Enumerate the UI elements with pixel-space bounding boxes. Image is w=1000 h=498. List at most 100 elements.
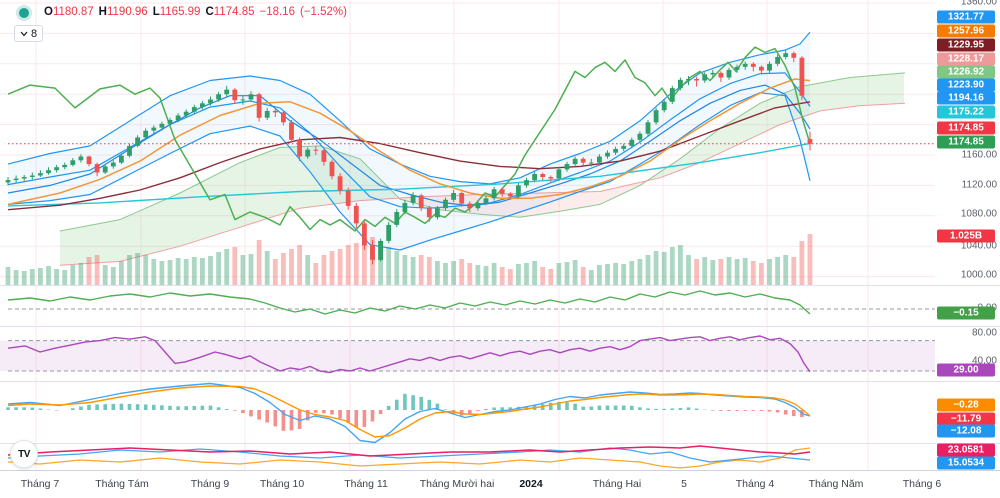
macd-histogram-bar [346, 410, 350, 423]
volume-bar [588, 270, 594, 285]
macd-histogram-bar [200, 405, 205, 410]
source-status-dot[interactable] [19, 8, 29, 18]
candle-body [459, 193, 465, 204]
volume-bar [353, 243, 359, 285]
price-tick-label: 1000.00 [960, 269, 997, 281]
high-value: 1190.96 [106, 6, 148, 18]
candle-body [281, 112, 286, 123]
indicators-collapse-chip[interactable]: 8 [14, 25, 44, 42]
macd-histogram-bar [630, 405, 634, 410]
volume-bar [386, 247, 392, 285]
price-badge: 1321.77 [937, 10, 995, 24]
candle-body [159, 123, 165, 128]
price-badge: −11.79 [937, 412, 995, 426]
candle-body [297, 139, 302, 157]
volume-bar [62, 270, 68, 285]
candle-body [613, 148, 618, 153]
main-chart-canvas[interactable] [0, 0, 1000, 471]
macd-histogram-bar [403, 393, 407, 410]
volume-bar [718, 259, 724, 285]
candle-body [791, 53, 797, 58]
volume-bar [507, 269, 513, 285]
chevron-down-icon [20, 31, 28, 36]
ichimoku-cloud [400, 181, 644, 218]
macd-histogram-bar [168, 405, 172, 410]
volume-bar [475, 265, 481, 285]
macd-histogram-bar [71, 408, 75, 410]
bollinger-fill [8, 32, 810, 250]
volume-bar [516, 264, 521, 285]
candle-body [710, 72, 716, 75]
candle-body [443, 199, 448, 209]
ohlc-legend: O1180.87 H1190.96 L1165.99 C1174.85 −18.… [44, 6, 347, 18]
macd-histogram-bar [589, 406, 594, 410]
candle-body [46, 170, 51, 174]
candle-body [572, 158, 578, 165]
macd-histogram-bar [30, 407, 35, 410]
macd-histogram-bar [743, 410, 747, 411]
macd-histogram-bar [192, 406, 197, 410]
candle-body [475, 202, 481, 209]
macd-histogram-bar [54, 410, 59, 411]
candle-body [29, 175, 35, 177]
volume-bar [443, 263, 448, 285]
volume-bar [224, 249, 230, 285]
volume-bar [248, 254, 254, 285]
time-axis-label: 2024 [519, 478, 543, 490]
macd-histogram-bar [759, 410, 764, 411]
volume-bar [297, 245, 302, 285]
macd-histogram-bar [38, 408, 43, 410]
candle-body [70, 160, 76, 165]
macd-histogram-bar [678, 407, 683, 410]
candle-body [629, 139, 635, 146]
volume-bar [402, 255, 408, 285]
macd-histogram-bar [694, 408, 699, 410]
candle-body [540, 174, 546, 177]
macd-histogram-bar [573, 403, 577, 410]
volume-bar [613, 263, 618, 285]
macd-histogram-bar [427, 399, 432, 410]
volume-bar [151, 259, 157, 285]
macd-histogram-bar [257, 410, 261, 420]
time-axis-label: Tháng 9 [190, 478, 230, 490]
candle-body [750, 63, 756, 67]
macd-histogram-bar [6, 407, 10, 410]
candle-body [386, 224, 392, 241]
candle-body [378, 240, 383, 260]
volume-bar [119, 261, 124, 285]
volume-bar [345, 245, 351, 285]
candle-body [718, 72, 724, 78]
candle-body [516, 185, 521, 196]
price-badge: 1229.95 [937, 38, 995, 52]
macd-histogram-bar [314, 410, 318, 413]
volume-bar [135, 253, 140, 285]
candle-body [143, 130, 149, 138]
macd-histogram-bar [362, 410, 367, 427]
macd-histogram-bar [719, 410, 723, 411]
volume-bar [329, 251, 335, 285]
macd-histogram-bar [751, 410, 756, 411]
candle-body [402, 202, 408, 212]
volume-bar [143, 255, 149, 285]
time-axis-label: Tháng Năm [808, 478, 864, 490]
macd-histogram-bar [87, 404, 91, 410]
volume-bar [734, 259, 740, 285]
macd-histogram-bar [654, 408, 658, 410]
candle-body [337, 176, 343, 191]
macd-histogram-bar [143, 404, 148, 410]
candle-body [467, 203, 473, 209]
candle-body [38, 173, 43, 176]
tradingview-logo[interactable]: TV [10, 440, 38, 468]
candle-body [499, 189, 505, 194]
macd-histogram-bar [305, 410, 310, 421]
macd-histogram-bar [735, 410, 739, 411]
volume-bar [750, 261, 756, 285]
candle-body [370, 245, 375, 260]
volume-bar [702, 257, 708, 285]
candle-body [678, 79, 683, 89]
rsi-band [0, 340, 935, 371]
volume-bar [775, 257, 780, 285]
time-scale[interactable]: Tháng 7 Tháng Tám Tháng 9 Tháng 10 Tháng 11 T… [0, 470, 1000, 498]
macd-histogram-bar [508, 407, 513, 410]
